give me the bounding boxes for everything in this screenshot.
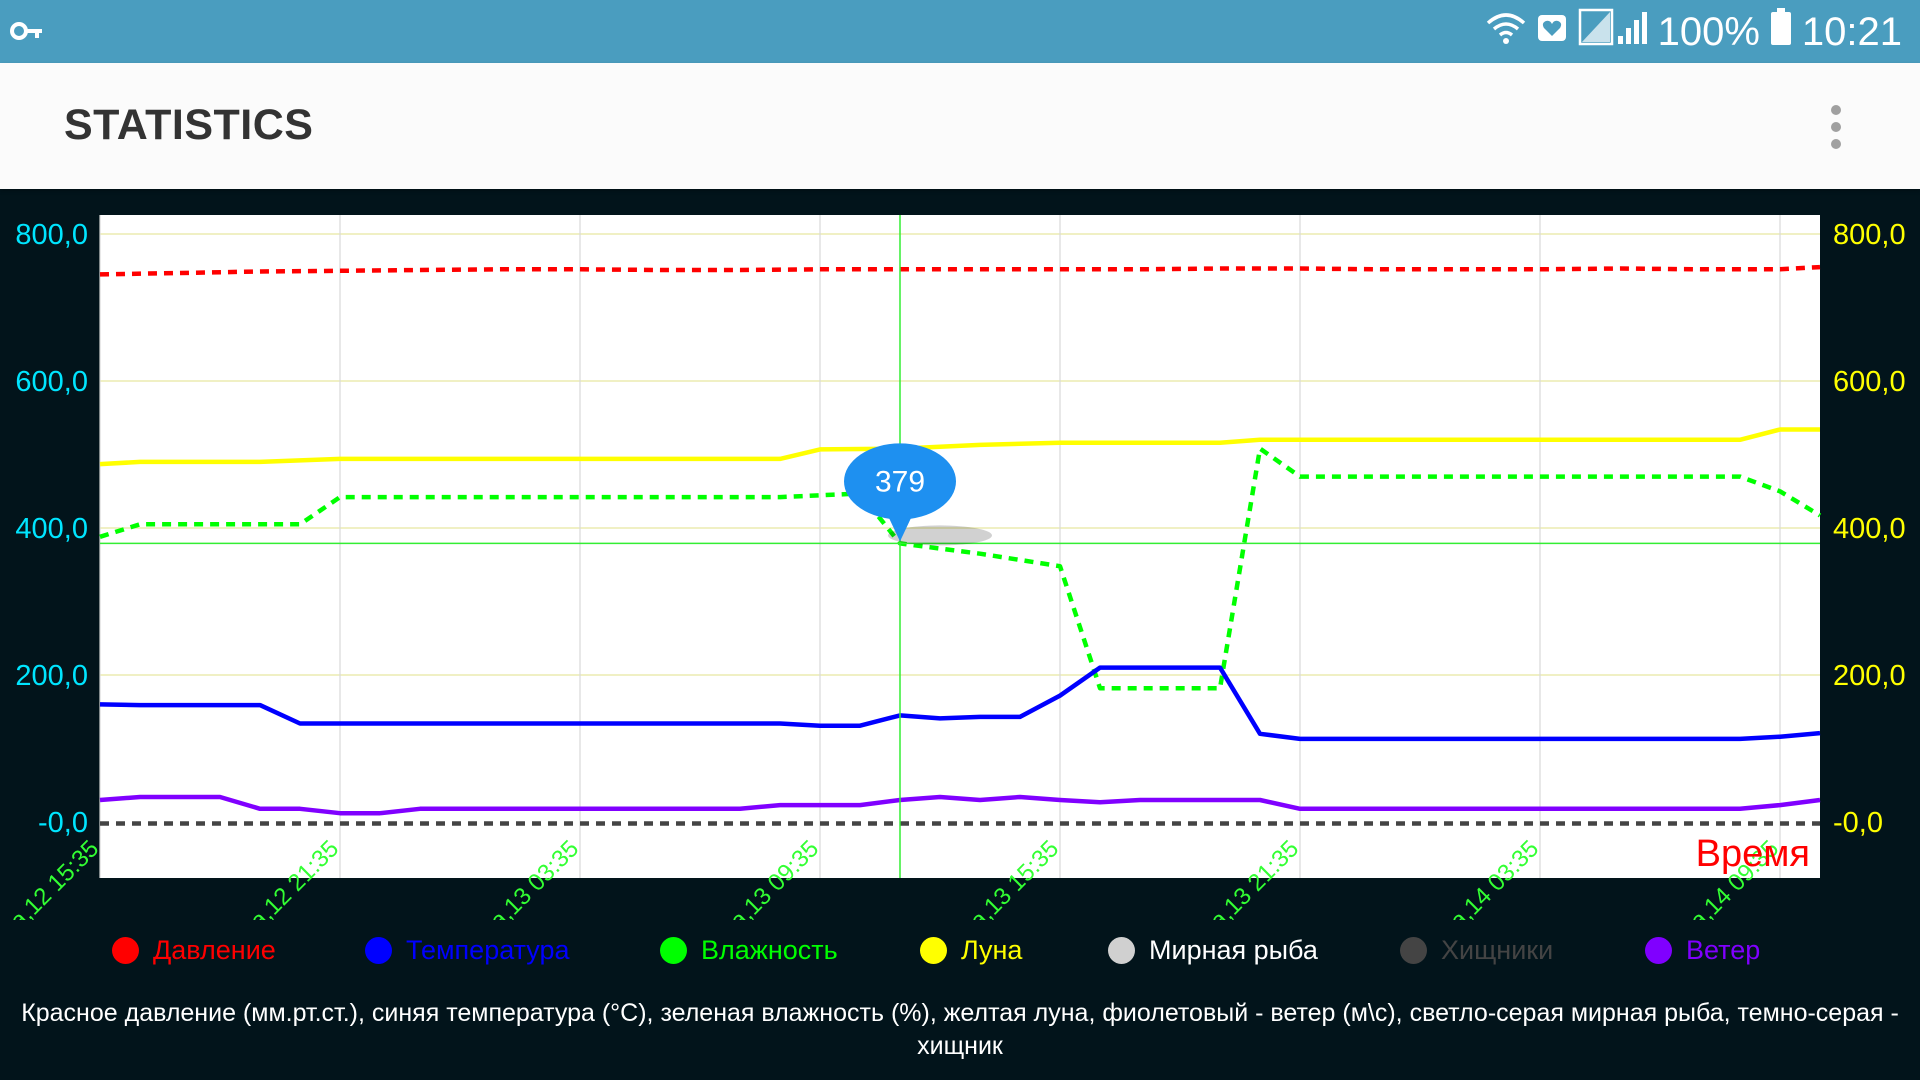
plot-area[interactable] (100, 215, 1820, 878)
clock-time: 10:21 (1801, 9, 1902, 54)
chart-container[interactable]: 379 800,0 800,0 600,0 600,0 400,0 400,0 200,0 2… (0, 190, 1920, 1080)
series-line-4[interactable] (99, 427, 1820, 467)
legend: Давление Температура Влажность Луна Мирная р… (0, 920, 1920, 980)
series-line-1[interactable] (99, 264, 1821, 277)
legend-label: Давление (153, 934, 276, 965)
legend-dot-icon (1108, 936, 1135, 964)
battery-percent: 100% (1657, 9, 1760, 54)
legend-dot-icon (1400, 936, 1427, 964)
battery-icon (1770, 8, 1792, 56)
legend-label: Луна (961, 934, 1023, 965)
x-axis-label: Время (1696, 833, 1810, 875)
marker-label: 379 (875, 465, 925, 498)
marker-shadow (888, 525, 992, 546)
y-tick-right: 400,0 (1833, 513, 1906, 545)
page-title: STATISTICS (64, 101, 314, 149)
legend-label: Хищники (1441, 934, 1554, 965)
y-tick-left: 600,0 (15, 366, 88, 398)
marker-bubble[interactable] (844, 443, 956, 520)
legend-item[interactable]: Влажность (660, 920, 838, 980)
legend-dot-icon (365, 936, 392, 964)
status-bar: 100% 10:21 (0, 0, 1920, 63)
app-bar: STATISTICS (0, 63, 1920, 189)
y-tick-right: 800,0 (1833, 219, 1906, 251)
legend-dot-icon (1645, 936, 1672, 964)
legend-dot-icon (660, 936, 687, 964)
heart-icon (1536, 10, 1568, 55)
legend-label: Температура (406, 934, 570, 965)
legend-item[interactable]: Луна (920, 920, 1022, 980)
y-tick-right: 600,0 (1833, 366, 1906, 398)
key-icon (10, 14, 44, 53)
y-tick-left: -0,0 (38, 807, 88, 839)
chart-footnote: Красное давление (мм.рт.ст.), синяя темп… (21, 999, 1899, 1060)
legend-dot-icon (112, 936, 139, 964)
legend-label: Мирная рыба (1149, 934, 1318, 965)
series-line-3[interactable] (99, 446, 1822, 691)
y-tick-right: 200,0 (1833, 660, 1906, 692)
legend-item[interactable]: Ветер (1645, 920, 1760, 980)
chart-svg[interactable]: 379 800,0 800,0 600,0 600,0 400,0 400,0 200,0 2… (0, 190, 1920, 983)
y-tick-left: 400,0 (15, 513, 88, 545)
x-tick-label: августа,12 15:35 (0, 835, 104, 920)
series-line-2[interactable] (99, 665, 1821, 742)
y-tick-left: 800,0 (15, 219, 88, 251)
legend-item[interactable]: Хищники (1400, 920, 1553, 980)
legend-item[interactable]: Температура (365, 920, 570, 980)
legend-item[interactable]: Мирная рыба (1108, 920, 1318, 980)
more-vert-icon[interactable] (1820, 103, 1860, 151)
wifi-icon (1486, 10, 1526, 55)
signal-icon (1578, 8, 1648, 56)
y-tick-left: 200,0 (15, 660, 88, 692)
legend-item[interactable]: Давление (112, 920, 276, 980)
y-tick-right: -0,0 (1833, 807, 1883, 839)
legend-label: Ветер (1686, 934, 1761, 965)
legend-label: Влажность (701, 934, 838, 965)
legend-dot-icon (920, 936, 947, 964)
